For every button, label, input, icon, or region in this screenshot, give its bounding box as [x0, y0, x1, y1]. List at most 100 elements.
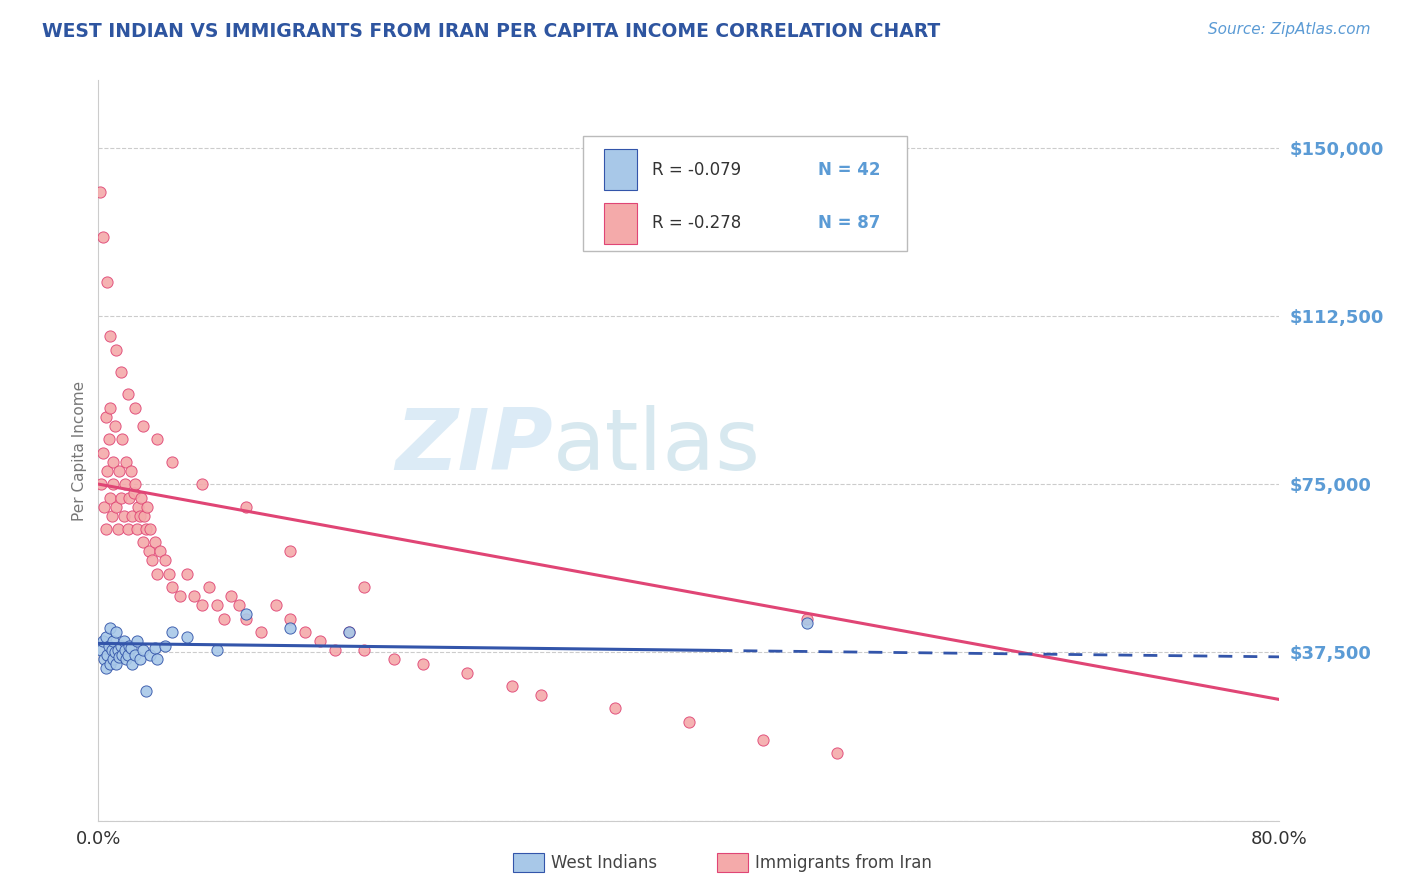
- Point: [162, 625, 183, 640]
- Point: [205, 643, 228, 657]
- Point: [114, 643, 136, 657]
- Point: [221, 589, 243, 603]
- Point: [143, 535, 166, 549]
- Point: [127, 500, 149, 514]
- Point: [96, 275, 118, 289]
- Point: [176, 566, 198, 581]
- Point: [128, 652, 150, 666]
- Point: [605, 701, 627, 715]
- Point: [112, 508, 135, 523]
- Point: [135, 683, 157, 698]
- Text: ZIP: ZIP: [395, 405, 553, 488]
- Y-axis label: Per Capita Income: Per Capita Income: [72, 380, 87, 521]
- Point: [91, 230, 114, 244]
- Point: [412, 657, 434, 671]
- Point: [309, 634, 332, 648]
- Point: [132, 643, 155, 657]
- Point: [100, 643, 122, 657]
- Point: [124, 401, 146, 415]
- Point: [339, 625, 361, 640]
- Point: [129, 491, 152, 505]
- Point: [118, 491, 141, 505]
- Point: [110, 491, 132, 505]
- Point: [323, 643, 346, 657]
- Point: [104, 418, 127, 433]
- Point: [117, 648, 139, 662]
- Point: [139, 648, 162, 662]
- Bar: [605, 149, 637, 190]
- Point: [183, 589, 205, 603]
- Point: [107, 522, 129, 536]
- Point: [139, 522, 162, 536]
- Point: [294, 625, 316, 640]
- Point: [501, 679, 523, 693]
- Point: [120, 464, 142, 478]
- Point: [191, 599, 214, 613]
- Point: [98, 657, 121, 671]
- Text: R = -0.278: R = -0.278: [652, 214, 741, 232]
- Point: [115, 652, 138, 666]
- Text: atlas: atlas: [553, 405, 761, 488]
- Point: [136, 500, 159, 514]
- Point: [457, 665, 479, 680]
- Point: [228, 599, 250, 613]
- Point: [176, 630, 198, 644]
- Point: [96, 648, 118, 662]
- Point: [98, 329, 121, 343]
- Point: [117, 522, 139, 536]
- Point: [105, 500, 128, 514]
- Point: [134, 508, 156, 523]
- Point: [90, 643, 112, 657]
- Point: [124, 648, 146, 662]
- Text: Source: ZipAtlas.com: Source: ZipAtlas.com: [1208, 22, 1371, 37]
- Point: [191, 477, 214, 491]
- Point: [94, 522, 117, 536]
- Point: [162, 455, 183, 469]
- Point: [796, 612, 818, 626]
- Point: [108, 464, 131, 478]
- Point: [105, 625, 128, 640]
- Point: [280, 544, 302, 558]
- Point: [111, 432, 134, 446]
- Point: [96, 464, 118, 478]
- Point: [132, 418, 155, 433]
- Point: [121, 508, 143, 523]
- Point: [153, 639, 176, 653]
- Point: [107, 643, 129, 657]
- Point: [250, 625, 273, 640]
- Point: [91, 446, 114, 460]
- Text: Immigrants from Iran: Immigrants from Iran: [755, 854, 932, 871]
- FancyBboxPatch shape: [582, 136, 907, 251]
- Point: [97, 432, 120, 446]
- Text: West Indians: West Indians: [551, 854, 657, 871]
- Text: R = -0.079: R = -0.079: [652, 161, 741, 178]
- Point: [198, 580, 221, 594]
- Point: [280, 612, 302, 626]
- Point: [110, 639, 132, 653]
- Point: [157, 566, 180, 581]
- Point: [91, 634, 114, 648]
- Point: [752, 732, 775, 747]
- Point: [98, 621, 121, 635]
- Point: [678, 714, 700, 729]
- Point: [94, 661, 117, 675]
- Point: [94, 630, 117, 644]
- Point: [235, 607, 257, 622]
- Point: [235, 500, 257, 514]
- Point: [93, 652, 115, 666]
- Point: [235, 612, 257, 626]
- Point: [90, 477, 112, 491]
- Point: [153, 553, 176, 567]
- Text: N = 87: N = 87: [818, 214, 880, 232]
- Point: [280, 621, 302, 635]
- Point: [169, 589, 191, 603]
- Point: [121, 657, 143, 671]
- Point: [103, 634, 125, 648]
- Point: [530, 688, 553, 702]
- Point: [108, 649, 131, 664]
- Point: [94, 409, 117, 424]
- Point: [110, 365, 132, 379]
- Point: [205, 599, 228, 613]
- Point: [825, 747, 848, 761]
- Point: [104, 645, 127, 659]
